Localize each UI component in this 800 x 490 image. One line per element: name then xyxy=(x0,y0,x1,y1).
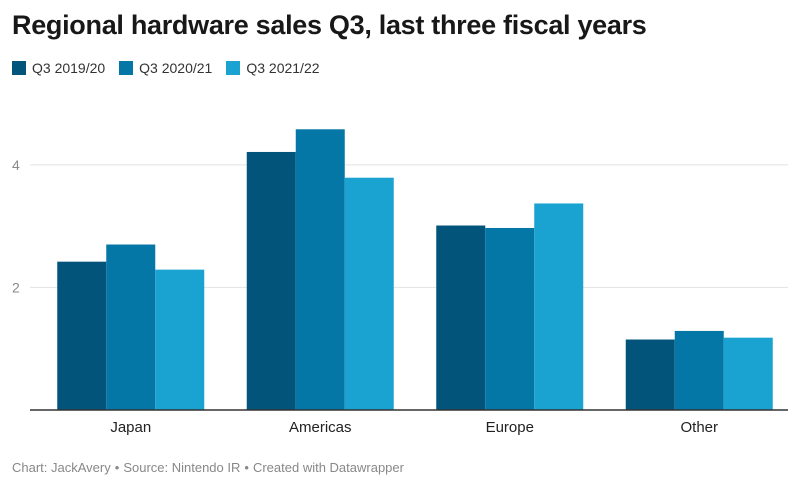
bar-europe-3202 xyxy=(534,203,584,410)
bar-europe-3202 xyxy=(485,227,535,410)
bar-japan-3202 xyxy=(106,244,156,410)
bar-other-3201 xyxy=(625,339,675,410)
x-tick-label-japan: Japan xyxy=(110,419,151,436)
bar-other-3202 xyxy=(723,337,773,410)
legend: Q3 2019/20 Q3 2020/21 Q3 2021/22 xyxy=(12,60,320,76)
legend-label-2020-21: Q3 2020/21 xyxy=(139,60,213,76)
legend-item-2019-20: Q3 2019/20 xyxy=(12,60,105,76)
legend-label-2019-20: Q3 2019/20 xyxy=(32,60,106,76)
footer-separator: • xyxy=(244,460,249,475)
legend-item-2020-21: Q3 2020/21 xyxy=(119,60,212,76)
bar-americas-3202 xyxy=(344,177,394,410)
bar-americas-3202 xyxy=(295,129,345,410)
bar-europe-3201 xyxy=(436,225,486,410)
chart-footer: Chart: JackAvery • Source: Nintendo IR • Cre… xyxy=(12,460,404,475)
legend-label-2021-22: Q3 2021/22 xyxy=(246,60,320,76)
bar-japan-3201 xyxy=(57,261,107,410)
y-tick-label-2: 2 xyxy=(12,279,20,295)
x-tick-label-other: Other xyxy=(680,419,718,436)
legend-swatch-2020-21 xyxy=(119,61,134,75)
footer-separator: • xyxy=(114,460,120,475)
x-tick-label-europe: Europe xyxy=(486,419,534,436)
bar-other-3202 xyxy=(674,330,724,410)
y-tick-label-4: 4 xyxy=(12,157,20,173)
footer-chart-credit: Chart: JackAvery xyxy=(12,460,111,475)
legend-swatch-2021-22 xyxy=(226,61,241,75)
chart-title: Regional hardware sales Q3, last three f… xyxy=(12,10,647,40)
bar-japan-3202 xyxy=(155,269,205,410)
footer-source: Source: Nintendo IR xyxy=(123,460,241,475)
legend-item-2021-22: Q3 2021/22 xyxy=(226,60,320,76)
legend-swatch-2019-20 xyxy=(12,61,26,75)
bar-americas-3201 xyxy=(246,151,296,410)
footer-created-with: Created with Datawrapper xyxy=(252,460,404,475)
x-tick-label-americas: Americas xyxy=(289,419,352,436)
